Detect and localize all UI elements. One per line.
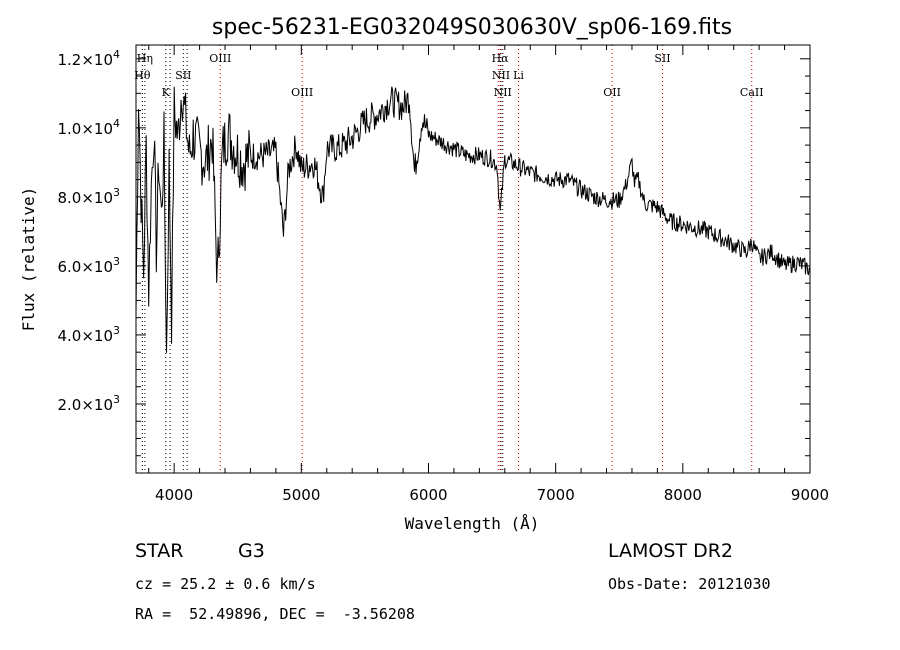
- line-marker-label-2: K: [162, 86, 171, 99]
- chart-title: spec-56231-EG032049S030630V_sp06-169.fit…: [212, 15, 732, 40]
- coordinates-text: RA = 52.49896, DEC = -3.56208: [135, 605, 415, 623]
- line-marker-label-11: NII: [494, 86, 512, 99]
- line-marker-label-12: Li: [513, 69, 524, 82]
- line-marker-label-14: SII: [654, 52, 670, 65]
- plot-frame: [135, 44, 811, 474]
- x-tick-label: 8000: [664, 486, 702, 504]
- redshift-text: cz = 25.2 ± 0.6 km/s: [135, 575, 316, 593]
- object-subclass: G3: [238, 540, 265, 562]
- x-tick-label: 5000: [282, 486, 320, 504]
- x-tick-label: 9000: [791, 486, 829, 504]
- line-marker-label-10: NII: [492, 69, 510, 82]
- y-tick-label: 6.0×103: [57, 255, 120, 276]
- y-tick-label: 2.0×103: [57, 393, 120, 414]
- y-tick-label: 1.2×104: [57, 48, 120, 69]
- spectrum-series: [135, 86, 811, 353]
- observation-date: Obs-Date: 20121030: [608, 575, 771, 593]
- line-marker-label-15: CaII: [740, 86, 764, 99]
- line-marker-label-0: Hθ: [134, 69, 151, 82]
- y-axis-ticks: 2.0×103 4.0×103 6.0×103 8.0×103 1.0×104 1.2×1…: [57, 48, 810, 457]
- line-marker-label-9: Hα: [492, 52, 510, 65]
- line-marker-label-13: OII: [603, 86, 621, 99]
- line-marker-label-6: OIII: [209, 52, 231, 65]
- y-tick-label: 4.0×103: [57, 324, 120, 345]
- y-tick-label: 1.0×104: [57, 117, 120, 138]
- y-tick-label: 8.0×103: [57, 186, 120, 207]
- x-tick-label: 6000: [409, 486, 447, 504]
- y-axis-label: Flux (relative): [19, 187, 38, 332]
- x-axis-label: Wavelength (Å): [405, 514, 540, 533]
- x-tick-label: 4000: [155, 486, 193, 504]
- survey-name: LAMOST DR2: [608, 540, 733, 562]
- x-tick-label: 7000: [537, 486, 575, 504]
- line-marker-label-7: OIII: [291, 86, 313, 99]
- spectrum-line: [135, 86, 811, 353]
- x-axis-ticks: 4000 5000 6000 7000 8000 9000: [148, 45, 829, 504]
- object-class: STAR: [135, 540, 184, 562]
- line-marker-label-4: SII: [175, 69, 191, 82]
